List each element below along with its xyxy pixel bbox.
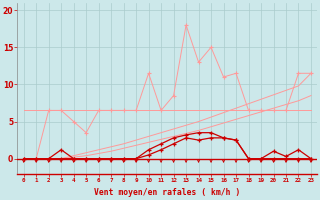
X-axis label: Vent moyen/en rafales ( km/h ): Vent moyen/en rafales ( km/h ) (94, 188, 240, 197)
